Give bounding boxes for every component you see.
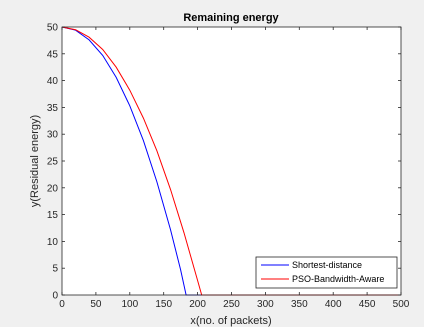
- x-tick-label: 500: [393, 299, 410, 310]
- x-tick-label: 200: [189, 299, 206, 310]
- x-tick-label: 50: [90, 299, 102, 310]
- y-ticks: 0 5 10 15 20 25 30 35 40 45 50: [47, 23, 401, 302]
- x-tick-label: 350: [291, 299, 308, 310]
- x-tick-label: 100: [121, 299, 138, 310]
- legend-box: [255, 256, 398, 289]
- y-tick-label: 0: [52, 291, 58, 302]
- y-tick-label: 20: [47, 183, 59, 194]
- x-tick-label: 150: [155, 299, 172, 310]
- y-tick-label: 25: [47, 157, 59, 168]
- y-axis-label: y(Residual energy): [29, 115, 41, 207]
- legend: Shortest-distance PSO-Bandwidth-Aware: [255, 256, 398, 289]
- x-ticks: 0 50 100 150 200 250 300 350 400 450 500: [59, 27, 410, 310]
- y-tick-label: 15: [47, 210, 59, 221]
- chart-title: Remaining energy: [183, 12, 279, 24]
- y-tick-label: 5: [52, 264, 58, 275]
- y-tick-label: 45: [47, 49, 59, 60]
- y-tick-label: 40: [47, 76, 59, 87]
- x-tick-label: 400: [325, 299, 342, 310]
- y-tick-label: 10: [47, 237, 59, 248]
- x-tick-label: 0: [59, 299, 65, 310]
- plot-area: [62, 27, 401, 295]
- y-tick-label: 35: [47, 103, 59, 114]
- x-tick-label: 250: [223, 299, 240, 310]
- x-axis-label: x(no. of packets): [190, 315, 271, 327]
- y-tick-label: 30: [47, 130, 59, 141]
- x-tick-label: 450: [359, 299, 376, 310]
- legend-label-shortest-distance: Shortest-distance: [292, 260, 362, 270]
- x-tick-label: 300: [257, 299, 274, 310]
- legend-label-pso-bandwidth-aware: PSO-Bandwidth-Aware: [292, 274, 384, 284]
- y-tick-label: 50: [47, 23, 59, 34]
